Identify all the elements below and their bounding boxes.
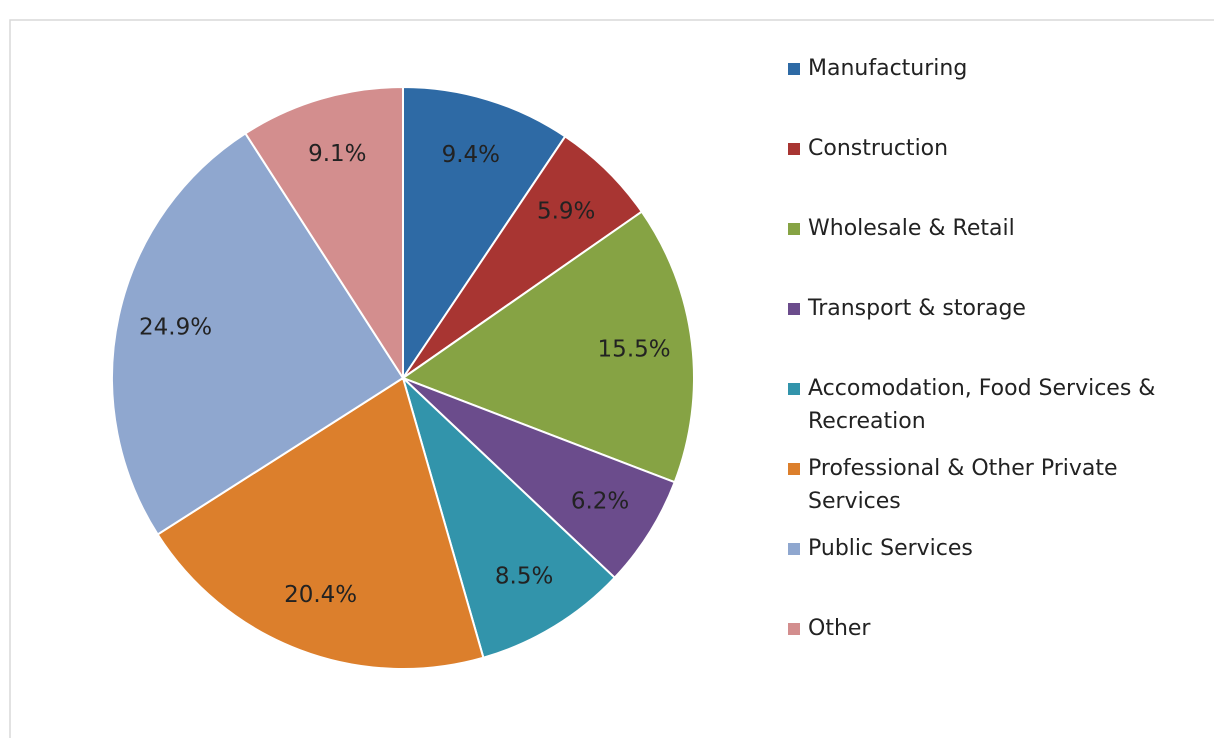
legend-label: Professional & Other Private Services bbox=[808, 456, 1118, 514]
legend-item: Other bbox=[788, 612, 1183, 645]
pie-slice bbox=[401, 374, 617, 659]
data-label: 15.5% bbox=[598, 336, 671, 362]
legend-item: Professional & Other Private Services bbox=[788, 452, 1183, 518]
legend-swatch bbox=[788, 383, 800, 395]
legend-label: Other bbox=[808, 616, 871, 641]
legend-item: Transport & storage bbox=[788, 292, 1183, 325]
legend-label: Transport & storage bbox=[808, 296, 1026, 321]
legend-item: Wholesale & Retail bbox=[788, 212, 1183, 245]
legend-swatch bbox=[788, 143, 800, 155]
legend-label: Construction bbox=[808, 136, 949, 161]
legend-swatch bbox=[788, 543, 800, 555]
pie-slice bbox=[111, 131, 405, 536]
chart-frame bbox=[9, 19, 1214, 738]
legend-label: Accomodation, Food Services & Recreation bbox=[808, 376, 1156, 434]
pie-slice bbox=[402, 85, 567, 382]
legend-label: Wholesale & Retail bbox=[808, 216, 1015, 241]
legend-swatch bbox=[788, 623, 800, 635]
data-label: 6.2% bbox=[571, 488, 629, 514]
data-label: 5.9% bbox=[537, 198, 595, 224]
legend-swatch bbox=[788, 63, 800, 75]
legend-item: Accomodation, Food Services & Recreation bbox=[788, 372, 1183, 438]
data-label: 8.5% bbox=[495, 563, 553, 589]
legend-item: Construction bbox=[788, 132, 1183, 165]
data-label: 9.1% bbox=[308, 141, 366, 167]
pie-slice bbox=[156, 376, 485, 670]
pie-slice bbox=[400, 210, 695, 484]
legend-item: Manufacturing bbox=[788, 52, 1183, 85]
pie-slice bbox=[244, 85, 404, 382]
legend-swatch bbox=[788, 463, 800, 475]
legend-swatch bbox=[788, 223, 800, 235]
legend-item: Public Services bbox=[788, 532, 1183, 565]
data-label: 20.4% bbox=[284, 582, 357, 608]
data-label: 24.9% bbox=[139, 315, 212, 341]
legend-label: Manufacturing bbox=[808, 56, 968, 81]
legend-swatch bbox=[788, 303, 800, 315]
legend-label: Public Services bbox=[808, 536, 973, 561]
data-label: 9.4% bbox=[442, 142, 500, 168]
